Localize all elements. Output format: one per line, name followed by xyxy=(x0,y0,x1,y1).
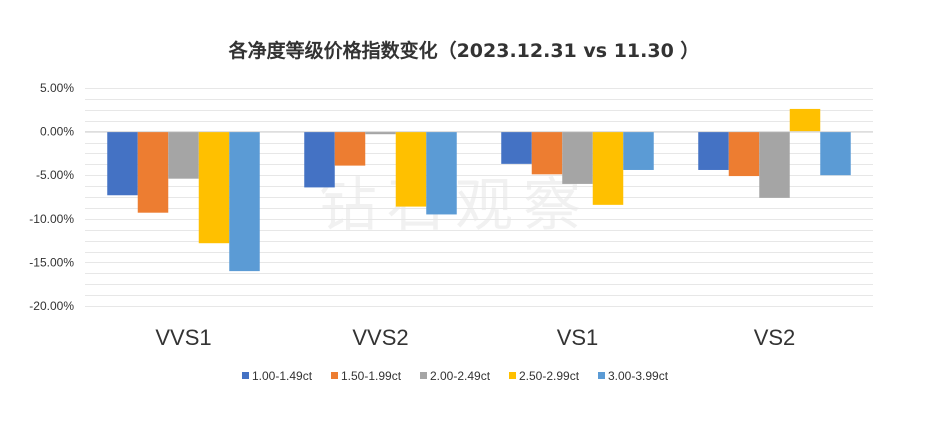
bar-vs2-series-1 xyxy=(698,131,729,170)
x-tick-label: VVS2 xyxy=(352,325,408,350)
y-tick-label: -15.00% xyxy=(29,255,74,269)
bar-vvs2-series-2 xyxy=(334,131,366,166)
bar-vvs2-series-4 xyxy=(395,131,427,207)
bar-vs2-series-5 xyxy=(820,131,851,176)
bar-vs1-series-5 xyxy=(623,131,654,170)
bar-vs1-series-3 xyxy=(562,131,593,184)
bar-vs1-series-2 xyxy=(531,131,563,175)
legend-label: 2.00-2.49ct xyxy=(430,369,491,383)
y-tick-label: 5.00% xyxy=(40,81,74,95)
x-tick-label: VS2 xyxy=(754,325,796,350)
y-tick-label: -10.00% xyxy=(29,212,74,226)
legend-label: 1.50-1.99ct xyxy=(341,369,402,383)
bar-vvs2-series-3 xyxy=(365,131,396,135)
legend-label: 1.00-1.49ct xyxy=(252,369,313,383)
chart-title: 各净度等级价格指数变化（2023.12.31 vs 11.30 ） xyxy=(228,39,700,62)
legend-label: 3.00-3.99ct xyxy=(608,369,669,383)
bar-vvs1-series-3 xyxy=(168,131,199,179)
bar-vs2-series-4 xyxy=(789,108,821,132)
legend: 1.00-1.49ct 1.50-1.99ct 2.00-2.49ct 2.50-2.… xyxy=(242,369,669,383)
bar-vvs1-series-5 xyxy=(229,131,260,272)
bar-vs1-series-1 xyxy=(501,131,532,164)
y-tick-label: 0.00% xyxy=(40,125,74,139)
y-axis: 5.00% 0.00% -5.00% -10.00% -15.00% -20.00% xyxy=(29,81,74,313)
bar-vvs1-series-2 xyxy=(137,131,169,213)
x-tick-label: VVS1 xyxy=(155,325,211,350)
legend-label: 2.50-2.99ct xyxy=(519,369,580,383)
legend-swatch xyxy=(509,372,516,379)
legend-swatch xyxy=(331,372,338,379)
bar-vvs1-series-1 xyxy=(107,131,138,196)
bars xyxy=(107,108,851,272)
bar-vvs2-series-1 xyxy=(304,131,335,188)
bar-vvs2-series-5 xyxy=(426,131,457,215)
bar-vs2-series-2 xyxy=(728,131,760,177)
y-tick-label: -5.00% xyxy=(36,168,74,182)
bar-vvs1-series-4 xyxy=(198,131,230,244)
y-tick-label: -20.00% xyxy=(29,299,74,313)
legend-swatch xyxy=(420,372,427,379)
x-axis: VVS1 VVS2 VS1 VS2 xyxy=(155,325,795,350)
bar-vs2-series-3 xyxy=(759,131,790,198)
x-tick-label: VS1 xyxy=(557,325,599,350)
bar-vs1-series-4 xyxy=(592,131,624,205)
legend-swatch xyxy=(242,372,249,379)
legend-swatch xyxy=(598,372,605,379)
